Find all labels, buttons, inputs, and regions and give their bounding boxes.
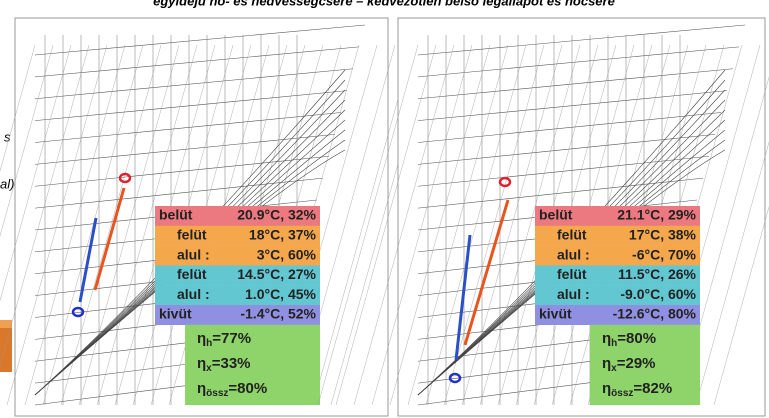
state-value: -6°C, 70% bbox=[632, 246, 697, 262]
slide-title: egyidejű hő- és nedvességcsere – kedvező… bbox=[153, 0, 615, 8]
side-text: s bbox=[4, 129, 11, 144]
slide: egyidejű hő- és nedvességcsere – kedvező… bbox=[0, 0, 769, 418]
eff-value: =33% bbox=[212, 355, 251, 372]
state-label: belüt bbox=[159, 207, 193, 223]
state-label: felüt bbox=[557, 266, 587, 282]
efficiency: ηh=77% bbox=[197, 330, 251, 349]
eff-symbol: η bbox=[197, 380, 206, 397]
efficiency: ηx=29% bbox=[602, 355, 656, 374]
state-label: kivüt bbox=[539, 306, 572, 322]
state-label: kivüt bbox=[159, 306, 192, 322]
eff-symbol: η bbox=[197, 330, 206, 347]
eff-value: =29% bbox=[617, 355, 656, 372]
psychrometric-panel: belüt 20.9°C, 32% felüt 18°C, 37% alul : 3°C,… bbox=[0, 18, 431, 416]
state-value: -9.0°C, 60% bbox=[620, 286, 696, 302]
eff-symbol: η bbox=[602, 330, 611, 347]
eff-value: =82% bbox=[633, 380, 672, 397]
cube-icon-top bbox=[0, 320, 12, 328]
eff-sub: össz bbox=[611, 387, 633, 398]
state-value: 3°C, 60% bbox=[257, 246, 317, 262]
state-label: alul : bbox=[177, 286, 210, 302]
state-value: -1.4°C, 52% bbox=[240, 306, 316, 322]
state-label: belüt bbox=[539, 207, 573, 223]
side-text: al) bbox=[0, 176, 14, 191]
efficiency: ηx=33% bbox=[197, 355, 251, 374]
eff-sub: össz bbox=[206, 387, 228, 398]
eff-value: =77% bbox=[212, 330, 251, 347]
state-value: 11.5°C, 26% bbox=[618, 266, 697, 282]
state-value: 1.0°C, 45% bbox=[245, 286, 317, 302]
state-value: 17°C, 38% bbox=[629, 227, 697, 243]
state-value: 20.9°C, 32% bbox=[237, 207, 316, 223]
state-label: felüt bbox=[177, 266, 207, 282]
state-label: alul : bbox=[557, 246, 590, 262]
state-value: 21.1°C, 29% bbox=[617, 207, 696, 223]
state-label: felüt bbox=[177, 227, 207, 243]
state-label: felüt bbox=[557, 227, 587, 243]
eff-value: =80% bbox=[617, 330, 656, 347]
state-value: -12.6°C, 80% bbox=[613, 306, 697, 322]
state-value: 14.5°C, 27% bbox=[237, 266, 316, 282]
state-label: alul : bbox=[557, 286, 590, 302]
state-value: 18°C, 37% bbox=[249, 227, 317, 243]
eff-value: =80% bbox=[228, 380, 267, 397]
efficiency: ηh=80% bbox=[602, 330, 656, 349]
eff-symbol: η bbox=[602, 380, 611, 397]
eff-symbol: η bbox=[197, 355, 206, 372]
eff-symbol: η bbox=[602, 355, 611, 372]
state-label: alul : bbox=[177, 246, 210, 262]
